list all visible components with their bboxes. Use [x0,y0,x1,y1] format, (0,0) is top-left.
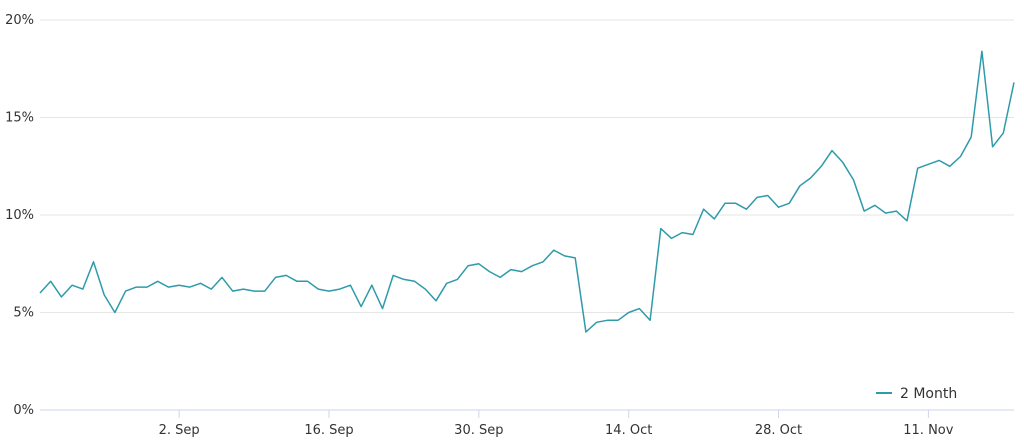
y-tick-label: 15% [5,111,34,126]
legend[interactable]: 2 Month [876,386,957,402]
series-line[interactable] [39,50,1015,333]
x-tick-label: 2. Sep [159,423,200,438]
grid-layer [40,19,1014,313]
y-tick-label: 5% [13,306,34,321]
series-layer[interactable] [39,50,1015,333]
y-tick-label: 10% [5,208,34,223]
x-tick-label: 16. Sep [304,423,353,438]
x-tick-label: 30. Sep [454,423,503,438]
legend-label[interactable]: 2 Month [900,386,957,402]
x-tick-label: 11. Nov [903,423,953,438]
x-tick-label: 28. Oct [755,423,802,438]
axis-layer: 0% 5% 10% 15% 20% 2. Sep 16. Sep 30. Sep 14. Oct… [5,13,1014,438]
y-tick-label: 0% [13,403,34,418]
y-tick-label: 20% [5,13,34,28]
x-tick-label: 14. Oct [605,423,652,438]
